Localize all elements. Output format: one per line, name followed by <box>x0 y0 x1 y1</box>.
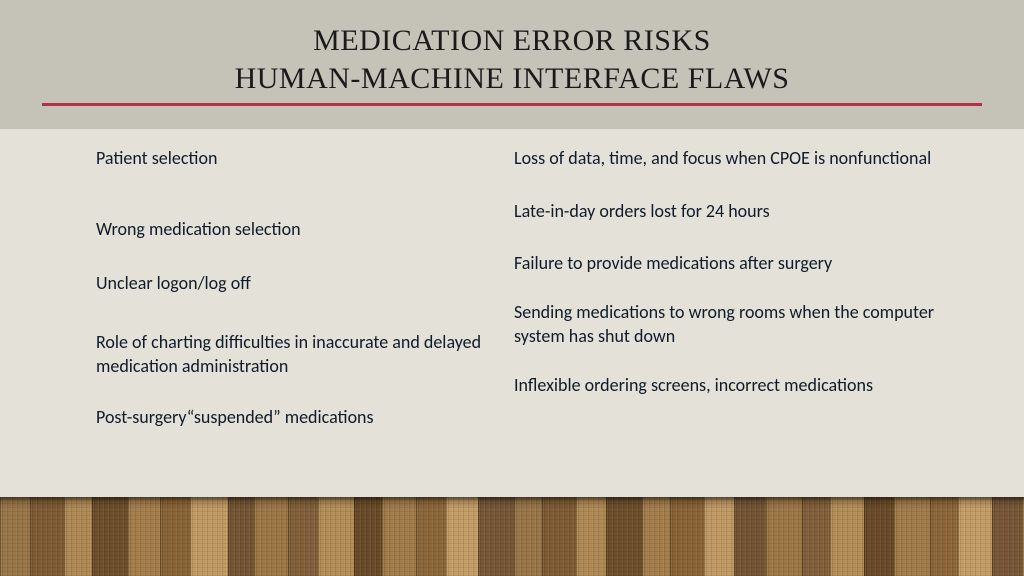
column-right: Loss of data, time, and focus when CPOE … <box>514 147 1024 429</box>
floor-plank <box>606 497 642 576</box>
floor-plank <box>514 497 542 576</box>
floor-plank <box>160 497 190 576</box>
floor-plank <box>128 497 160 576</box>
list-item: Wrong medication selection <box>96 218 484 241</box>
list-item: Failure to provide medications after sur… <box>514 252 964 275</box>
floor-plank <box>0 497 30 576</box>
floor-plank <box>704 497 734 576</box>
floor-plank <box>992 497 1022 576</box>
floor-plank <box>30 497 64 576</box>
floor-plank <box>228 497 254 576</box>
floor-plank <box>382 497 416 576</box>
floor-plank <box>254 497 288 576</box>
floor-plank <box>92 497 128 576</box>
floor-plank <box>416 497 446 576</box>
floor-plank <box>894 497 930 576</box>
floor-plank <box>766 497 802 576</box>
slide: MEDICATION ERROR RISKS HUMAN-MACHINE INT… <box>0 0 1024 576</box>
floor-plank <box>670 497 704 576</box>
floor-plank <box>864 497 894 576</box>
list-item: Loss of data, time, and focus when CPOE … <box>514 147 964 170</box>
floor-plank <box>446 497 478 576</box>
floor-plank <box>830 497 864 576</box>
title-line-1: MEDICATION ERROR RISKS <box>0 22 1024 60</box>
floor-plank <box>576 497 606 576</box>
floor-plank <box>354 497 382 576</box>
floor-plank <box>190 497 228 576</box>
floor-plank <box>802 497 830 576</box>
floor-plank <box>930 497 958 576</box>
floor-plank <box>288 497 318 576</box>
list-item: Patient selection <box>96 147 484 170</box>
floor-plank <box>958 497 992 576</box>
list-item: Late-in-day orders lost for 24 hours <box>514 200 964 223</box>
floor-plank <box>734 497 766 576</box>
floor-plank <box>64 497 92 576</box>
list-item: Unclear logon/log off <box>96 272 484 295</box>
floor-plank <box>318 497 354 576</box>
content-band: Patient selection Wrong medication select… <box>0 129 1024 497</box>
wood-floor <box>0 497 1024 576</box>
column-left: Patient selection Wrong medication select… <box>0 147 514 429</box>
list-item: Sending medications to wrong rooms when … <box>514 301 964 348</box>
title-underline <box>42 103 982 106</box>
floor-plank <box>642 497 670 576</box>
list-item: Inflexible ordering screens, incorrect m… <box>514 374 964 397</box>
title-line-2: HUMAN-MACHINE INTERFACE FLAWS <box>0 60 1024 98</box>
floor-plank <box>478 497 514 576</box>
floor-plank <box>542 497 576 576</box>
list-item: Post-surgery“suspended” medications <box>96 406 484 429</box>
list-item: Role of charting difficulties in inaccur… <box>96 331 484 378</box>
columns: Patient selection Wrong medication select… <box>0 147 1024 429</box>
slide-header: MEDICATION ERROR RISKS HUMAN-MACHINE INT… <box>0 0 1024 106</box>
